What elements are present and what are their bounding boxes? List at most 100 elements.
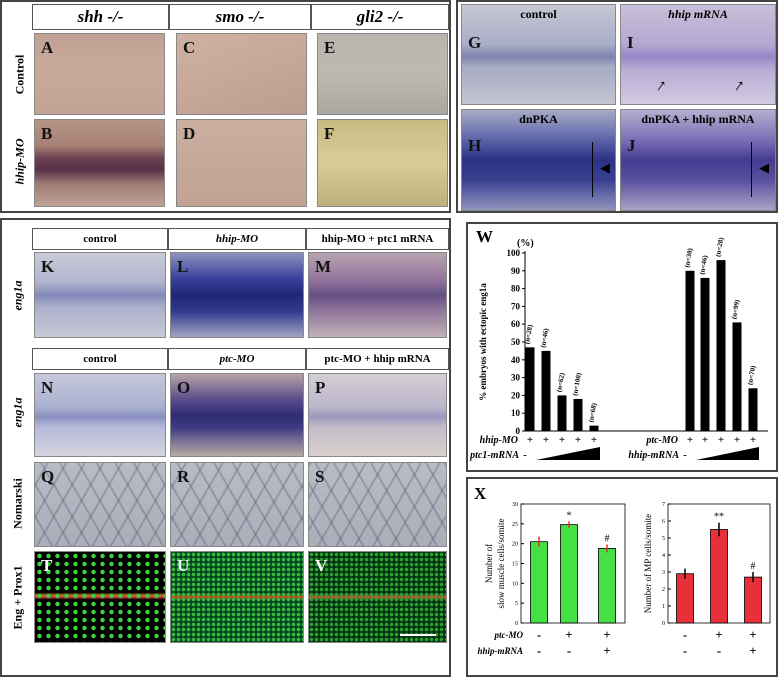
row-label: hhip-MO [480,435,518,446]
bar [744,576,762,624]
sign-plus: + [734,434,740,446]
y-tick-label: 25 [512,522,518,528]
image-panel-N: N [34,373,166,457]
panel-letter: P [315,378,326,397]
header-hhip-mo: hhip-MO [168,228,306,250]
arrow-icon: ↑ [730,74,750,96]
image-panel-H: dnPKA H ◀ [461,109,616,211]
n-label: (n=46) [698,254,709,275]
sign-plus: + [559,434,565,446]
column-header-shh: shh -/- [32,4,169,30]
bar [748,388,758,431]
bar [530,541,548,624]
y-tick-label: 10 [511,408,521,418]
column-header-gli2: gli2 -/- [311,4,449,30]
row-label: ptc1-mRNA [469,450,519,461]
image-panel-I: hhip mRNA I ↑ ↑ [620,4,776,105]
y-axis-label-line2: slow muscle cells/somite [496,519,506,609]
image-panel-V: V [308,551,447,643]
y-tick-label: 0 [515,621,518,627]
y-tick-label: 3 [662,570,665,576]
y-tick-label: 70 [511,301,521,311]
image-panel-R: R [170,462,304,547]
image-panel-O: O [170,373,304,457]
y-tick-label: 7 [662,502,665,508]
image-panel-D: D [176,119,307,207]
sign: + [603,627,610,642]
image-panel-C: C [176,33,307,115]
sign-plus: + [718,434,724,446]
y-tick-label: 60 [511,319,521,329]
row-label: hhip-mRNA [628,450,679,461]
sign: - [717,643,721,658]
y-tick-label: 15 [512,562,518,568]
image-panel-E: E [317,33,448,115]
y-tick-label: 50 [511,337,521,347]
header-hhip-mo-ptc1: hhip-MO + ptc1 mRNA [306,228,449,250]
n-label: (n=30) [683,247,694,268]
panel-letter: C [183,38,196,57]
panel-group-eng1a: control hhip-MO hhip-MO + ptc1 mRNA eng1… [0,218,451,677]
image-panel-A: A [34,33,165,115]
side-label-eng1a: eng1a [10,280,25,311]
panel-letter: U [177,556,190,575]
label-control: control [520,7,557,21]
image-panel-B: B [34,119,165,207]
sign: + [715,627,722,642]
sign: + [749,627,756,642]
sign: - [537,627,541,642]
bar [557,395,567,431]
image-panel-S: S [308,462,447,547]
arrow-icon: ↑ [652,74,672,96]
sign: - [567,643,571,658]
n-label: (n=28) [714,236,725,257]
panel-letter: F [324,124,335,143]
image-panel-J: dnPKA + hhip mRNA J ◀ [620,109,776,211]
dose-triangle [696,447,759,460]
n-label: (n=70) [746,364,757,385]
row-label: ptc-MO [645,435,678,446]
y-tick-label: 0 [516,426,521,436]
panel-letter: E [324,38,336,57]
panel-letter: G [468,33,482,52]
sign-plus: + [591,434,597,446]
panel-letter: X [474,484,487,503]
panel-letter: M [315,257,332,276]
sign: + [603,643,610,658]
arrowhead-icon: ◀ [759,160,769,175]
y-axis-label: Number of MP cells/somite [643,514,653,613]
significance-mark: * [567,510,572,521]
panel-letter: O [177,378,191,397]
significance-mark: ** [714,512,724,523]
dose-triangle [536,447,600,460]
sign: - [683,627,687,642]
bar [676,573,694,624]
n-label: (n=62) [555,371,566,392]
side-label-nomarski: Nomarski [10,478,25,529]
label-hhip-mrna: hhip mRNA [668,7,728,21]
panel-letter: A [41,38,54,57]
sign-plus: + [702,434,708,446]
y-tick-label: 5 [662,536,665,542]
image-panel-F: F [317,119,448,207]
image-panel-L: L [170,252,304,338]
y-tick-label: 5 [515,601,518,607]
row-label-hhip-mo: hhip-MO [12,138,27,185]
bar [525,347,535,431]
panel-letter: T [41,556,53,575]
header-control: control [32,228,168,250]
side-label-eng1a-2: eng1a [10,397,25,428]
bar [716,260,726,431]
y-tick-label: 30 [511,373,521,383]
y-tick-label: 1 [662,604,665,610]
image-panel-G: control G [461,4,616,105]
panel-letter: I [627,33,634,52]
panel-letter: N [41,378,54,397]
row-label: ptc-MO [494,630,524,640]
y-tick-label: 90 [511,266,521,276]
y-tick-label: 80 [511,284,521,294]
panel-letter: D [183,124,196,143]
arrowhead-icon: ◀ [600,160,610,175]
scale-bar [400,634,436,636]
